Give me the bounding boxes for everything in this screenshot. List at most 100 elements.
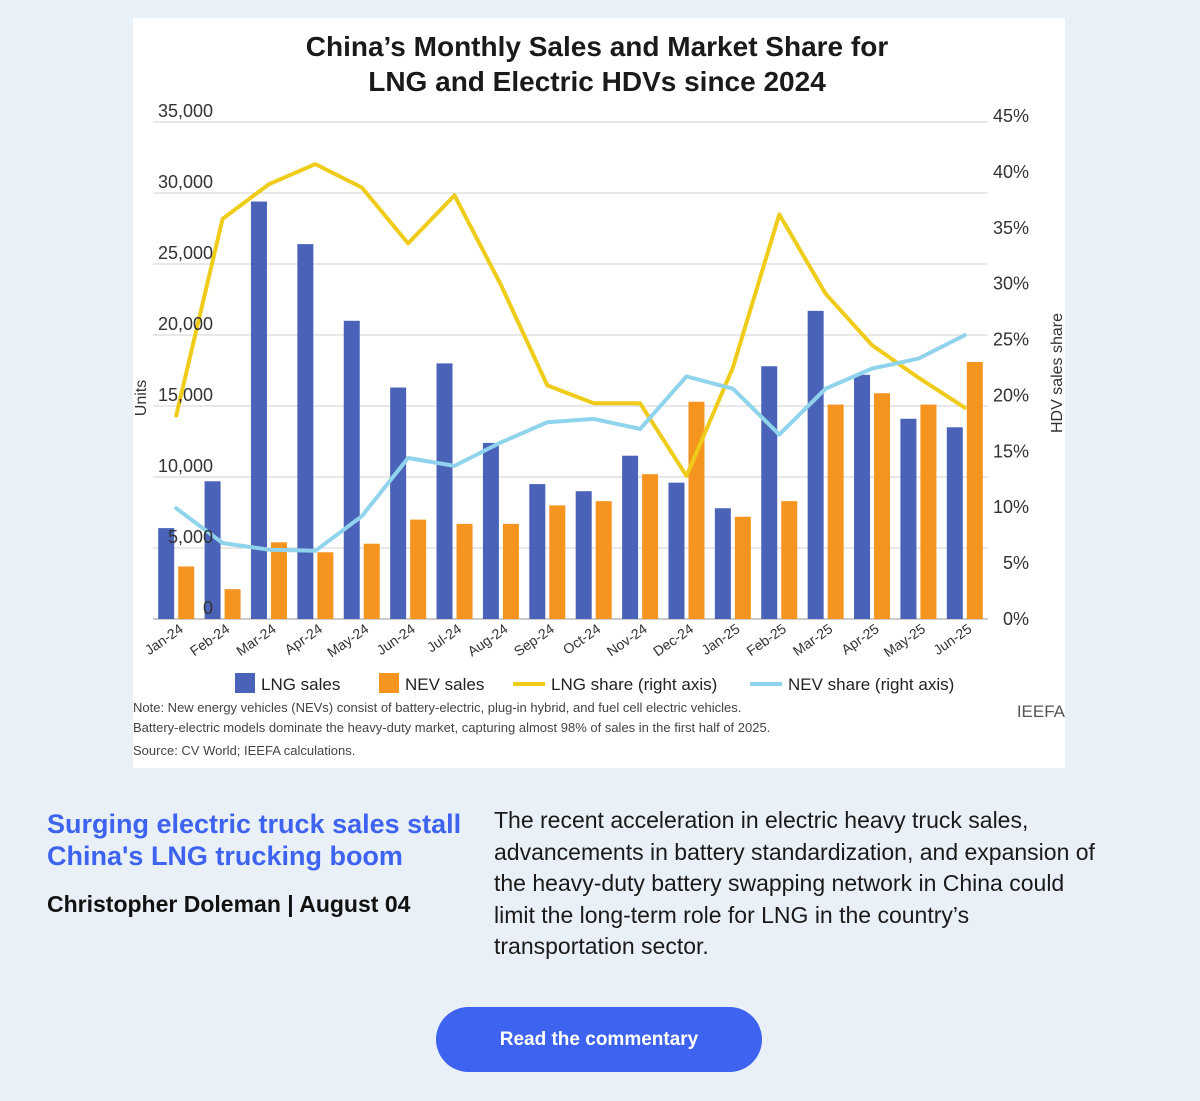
x-tick-label: Jan-24	[142, 620, 186, 658]
x-tick-label: Mar-24	[233, 620, 279, 659]
summary-line-1: The recent acceleration in electric heav…	[494, 807, 1029, 833]
lng-sales-bar	[900, 418, 917, 619]
y-tick-label: 0	[203, 598, 213, 618]
article-headline[interactable]: Surging electric truck sales stall China…	[47, 808, 487, 872]
lng-sales-bar	[250, 201, 267, 619]
lng-sales-bar	[482, 442, 499, 619]
nev-sales-bar	[178, 566, 195, 619]
chart-card: China’s Monthly Sales and Market Share f…	[133, 18, 1065, 768]
nev-sales-bar	[270, 542, 287, 619]
chart-title-line-2: LNG and Electric HDVs since 2024	[368, 66, 826, 97]
nev-sales-bar	[642, 474, 659, 619]
x-tick-label: Jan-25	[698, 620, 742, 658]
lng-sales-bar	[529, 484, 546, 619]
x-tick-label: Oct-24	[560, 620, 604, 657]
y2-tick-label: 5%	[1003, 553, 1029, 573]
y2-tick-label: 45%	[993, 106, 1029, 126]
y2-tick-label: 20%	[993, 385, 1029, 405]
x-tick-label: Feb-25	[743, 620, 789, 659]
x-tick-label: Dec-24	[650, 620, 696, 659]
lng-sales-bar	[714, 508, 731, 619]
headline-line-1[interactable]: Surging electric truck sales stall	[47, 809, 462, 839]
x-tick-label: Jun-25	[930, 620, 974, 658]
x-tick-label: Jun-24	[374, 620, 418, 658]
headline-line-2[interactable]: China's LNG trucking boom	[47, 841, 403, 871]
nev-sales-bar	[502, 523, 519, 619]
chart-note-line-1: Note: New energy vehicles (NEVs) consist…	[133, 700, 741, 715]
nev-sales-bar	[920, 404, 937, 619]
y2-tick-label: 0%	[1003, 609, 1029, 629]
nev-sales-bar	[224, 589, 241, 619]
nev-sales-bar	[456, 523, 473, 619]
nev-sales-bar	[781, 501, 798, 619]
lng-sales-bar	[343, 320, 360, 619]
legend-nev-sales-label: NEV sales	[405, 675, 484, 694]
x-tick-label: Apr-24	[281, 620, 325, 657]
nev-share-line	[174, 333, 967, 553]
article-summary: The recent acceleration in electric heav…	[494, 805, 1174, 963]
x-tick-label: May-24	[324, 620, 372, 660]
lng-sales-bar	[204, 481, 221, 619]
lng-sales-bar	[158, 528, 175, 619]
y2-tick-label: 30%	[993, 274, 1029, 294]
summary-line-3: the heavy-duty battery swapping network …	[494, 870, 1065, 896]
chart-title-line-1: China’s Monthly Sales and Market Share f…	[306, 31, 889, 62]
nev-sales-bar	[410, 519, 427, 619]
legend-nev-sales-swatch	[379, 673, 399, 693]
legend-nev-share-label: NEV share (right axis)	[788, 675, 954, 694]
x-tick-label: Mar-25	[790, 620, 836, 659]
y2-tick-label: 25%	[993, 330, 1029, 350]
lng-sales-bar	[946, 427, 963, 619]
y-axis-title: Units	[133, 380, 150, 416]
lng-sales-bar	[622, 455, 639, 619]
legend-lng-sales-label: LNG sales	[261, 675, 340, 694]
y2-tick-label: 15%	[993, 441, 1029, 461]
nev-sales-bar	[827, 404, 844, 619]
nev-sales-bar	[874, 393, 891, 619]
read-commentary-button[interactable]: Read the commentary	[436, 1007, 762, 1072]
y-tick-label: 5,000	[168, 527, 213, 547]
y-tick-label: 15,000	[158, 385, 213, 405]
nev-sales-bar	[363, 543, 380, 619]
summary-line-2: advancements in battery standardization,…	[494, 838, 1095, 865]
x-tick-label: Nov-24	[604, 620, 650, 659]
nev-sales-bar	[317, 552, 334, 619]
x-tick-label: May-25	[881, 620, 929, 660]
legend-lng-share-label: LNG share (right axis)	[551, 675, 717, 694]
x-tick-label: Apr-25	[838, 620, 882, 657]
article-byline: Christopher Doleman | August 04	[47, 891, 411, 917]
legend-lng-sales-swatch	[235, 673, 255, 693]
nev-sales-bar	[734, 516, 751, 619]
x-tick-label: Feb-24	[187, 620, 233, 659]
y2-tick-label: 10%	[993, 497, 1029, 517]
chart: China’s Monthly Sales and Market Share f…	[133, 31, 1065, 758]
lng-sales-bar	[668, 482, 685, 619]
lng-sales-bar	[390, 387, 407, 619]
y-tick-label: 30,000	[158, 172, 213, 192]
lng-sales-bar	[854, 374, 871, 619]
y2-tick-label: 40%	[993, 162, 1029, 182]
lng-sales-bar	[575, 491, 592, 619]
nev-sales-bar	[966, 361, 983, 619]
x-tick-label: Aug-24	[464, 620, 510, 659]
chart-source: Source: CV World; IEEFA calculations.	[133, 743, 355, 758]
summary-line-4: limit the long-term role for LNG in the …	[494, 901, 970, 928]
lng-share-line	[174, 162, 967, 478]
nev-sales-bar	[688, 401, 705, 619]
lng-sales-bar	[761, 366, 778, 619]
y-tick-label: 20,000	[158, 314, 213, 334]
chart-note-line-2: Battery-electric models dominate the hea…	[133, 720, 770, 735]
lng-sales-bar	[807, 310, 824, 619]
nev-sales-bar	[595, 501, 612, 619]
nev-sales-bar	[549, 505, 566, 619]
summary-line-5: transportation sector.	[494, 933, 709, 959]
y-tick-label: 35,000	[158, 101, 213, 121]
x-tick-label: Jul-24	[424, 620, 465, 655]
y2-tick-label: 35%	[993, 218, 1029, 238]
lng-sales-bar	[436, 363, 453, 619]
y-tick-label: 25,000	[158, 243, 213, 263]
y-tick-label: 10,000	[158, 456, 213, 476]
lng-sales-bar	[297, 244, 314, 619]
y2-axis-title: HDV sales share	[1049, 313, 1065, 433]
x-tick-label: Sep-24	[511, 620, 557, 659]
